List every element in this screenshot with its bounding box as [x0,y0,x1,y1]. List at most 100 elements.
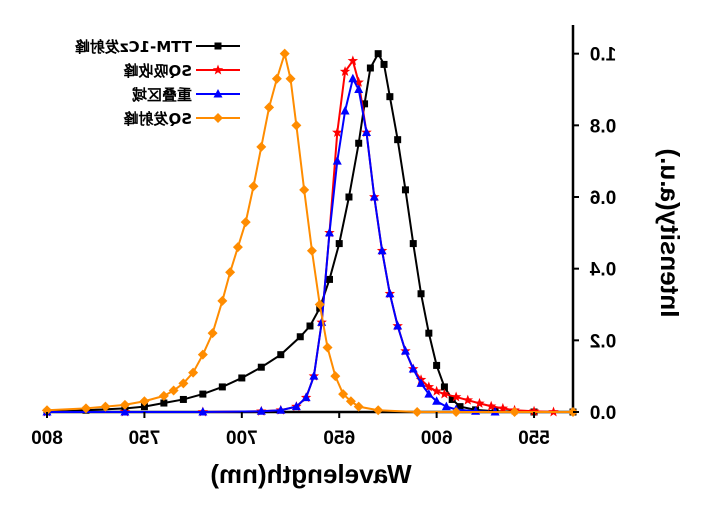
data-point [485,400,497,411]
legend-marker [213,113,223,123]
y-tick-label: 0.0 [590,403,616,424]
data-point [432,396,442,405]
legend-label: SQ发射峰 [122,110,192,128]
series-1 [41,55,559,417]
data-point [439,388,450,399]
data-point [369,192,379,201]
data-point [425,329,433,337]
legend-label: SQ吸收峰 [122,62,192,80]
data-point [345,193,353,201]
data-point [168,385,179,396]
data-point [277,351,285,359]
legend-marker [213,89,223,98]
y-tick-label: 0.4 [589,260,616,281]
legend-label: 重叠区域 [132,86,192,104]
data-point [271,73,282,84]
data-point [450,391,462,402]
data-point [306,245,317,256]
data-point [188,367,199,378]
data-point [140,403,148,411]
data-point [332,156,342,165]
data-point [409,240,417,248]
x-tick-label: 600 [421,428,453,449]
data-point [332,127,343,137]
data-point [373,405,384,416]
data-point [416,378,426,387]
data-point [401,186,409,194]
data-point [361,100,369,108]
data-point [393,321,403,330]
data-point [451,407,462,417]
y-axis-title: Intensity(a.u.) [655,148,685,317]
data-point [198,407,208,416]
data-point [353,401,364,412]
data-point [335,240,343,248]
data-point [348,73,358,83]
data-point [339,66,351,77]
data-point [256,141,267,152]
data-point [361,127,371,136]
data-point [314,299,325,310]
data-point [408,364,418,373]
data-point [296,333,304,341]
data-point [456,403,464,411]
legend-marker [212,64,224,75]
data-point [306,322,314,330]
data-point [139,396,150,407]
data-point [238,374,246,382]
x-axis-title: Wavelength(nm) [210,459,411,489]
data-point [497,402,509,413]
data-point [417,290,425,298]
data-point [325,275,333,283]
data-point [179,395,187,403]
data-point [474,397,485,408]
data-point [248,181,259,192]
data-point [120,407,130,416]
data-point [347,55,359,66]
data-point [100,401,111,412]
data-point [400,346,410,355]
series-line [46,49,573,413]
data-point [433,361,441,369]
data-point [218,383,226,391]
data-point [377,245,387,255]
data-point [119,399,130,410]
data-point [160,399,168,407]
data-point [240,217,251,228]
data-point [441,401,451,411]
data-point [178,378,189,389]
data-point [528,405,540,416]
data-point [158,390,169,401]
x-tick-label: 800 [31,428,63,449]
series-line [47,58,554,413]
data-point [197,349,208,360]
y-tick-label: 0.8 [590,116,616,137]
data-point [440,383,448,391]
data-point [423,381,435,392]
data-point [324,227,334,237]
data-point [301,392,311,402]
data-point [225,267,236,278]
data-point [330,371,341,382]
data-point [285,73,296,84]
data-point [257,363,265,371]
x-tick-label: 550 [518,428,550,449]
series-line [47,75,496,413]
data-point [309,371,319,380]
data-point [431,385,442,396]
data-point [366,64,374,72]
data-point [264,102,275,113]
data-point [386,93,394,101]
y-tick-label: 0.2 [590,331,616,352]
data-point [338,389,349,400]
legend-label: TTM-1Cz发射峰 [74,38,192,56]
series-3 [42,48,578,417]
data-point [80,403,91,414]
y-tick-label: 0.6 [590,188,616,209]
x-tick-label: 700 [226,428,258,449]
data-point [345,396,356,407]
data-point [207,328,218,339]
data-point [424,389,434,398]
data-point [232,242,243,253]
